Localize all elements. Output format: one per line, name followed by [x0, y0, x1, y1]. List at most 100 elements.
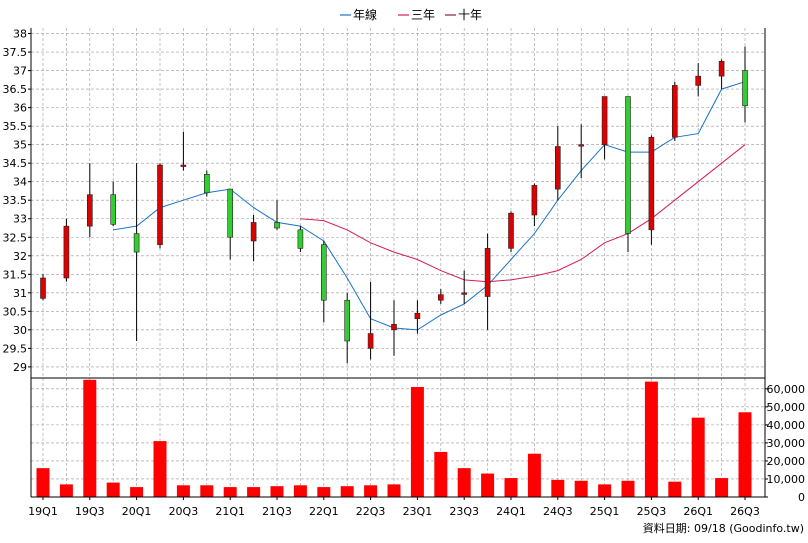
price-grid	[31, 28, 765, 378]
price-tick-label: 34	[13, 176, 27, 189]
candle-body	[40, 277, 46, 299]
volume-bar	[153, 441, 167, 497]
volume-tick-label: 20,000	[767, 455, 806, 468]
price-axis-labels: 29 29.5 30 30.5 31 31.5 32 32.5 33 33.5 34 34.5 35 35…	[3, 28, 31, 374]
candle-body	[437, 294, 444, 301]
candle-body	[87, 194, 93, 227]
volume-bar	[598, 484, 612, 497]
price-tick-label: 32	[13, 250, 27, 263]
volume-bar	[504, 478, 518, 497]
volume-tick-label: 0	[798, 491, 805, 504]
candle-body	[508, 212, 514, 249]
legend-label: 年線	[353, 7, 377, 22]
candle-body	[671, 85, 678, 138]
x-tick-label: 25Q1	[590, 505, 620, 518]
candle-body	[133, 233, 140, 253]
volume-bar	[457, 468, 471, 497]
x-tick-label: 20Q3	[169, 505, 199, 518]
x-tick-label: 26Q1	[683, 505, 713, 518]
volume-tick-label: 40,000	[767, 419, 806, 432]
volume-bar	[668, 481, 682, 497]
x-tick-label: 24Q1	[496, 505, 526, 518]
volume-tick-label: 50,000	[767, 401, 806, 414]
price-tick-label: 37.5	[3, 46, 28, 59]
series-line	[300, 144, 746, 283]
candle-body	[274, 222, 280, 229]
candle-body	[718, 61, 725, 77]
volume-bar	[387, 484, 401, 497]
x-tick-label: 22Q1	[309, 505, 339, 518]
volume-bar	[481, 473, 495, 497]
price-tick-label: 33.5	[3, 194, 28, 207]
candle-body	[414, 312, 421, 320]
price-tick-label: 32.5	[3, 231, 28, 244]
price-tick-label: 36.5	[3, 83, 28, 96]
candle-body	[227, 188, 233, 238]
price-tick-label: 31.5	[3, 268, 28, 281]
volume-bar	[83, 379, 97, 497]
volume-bar	[691, 417, 705, 497]
candle-body	[601, 96, 608, 145]
price-tick-label: 35.5	[3, 120, 28, 133]
volume-tick-label: 60,000	[767, 383, 806, 396]
x-tick-label: 23Q3	[449, 505, 479, 518]
candle-body	[204, 173, 210, 194]
volume-bar	[364, 485, 378, 497]
volume-bar	[551, 479, 565, 497]
candle-body	[695, 75, 702, 86]
candle-body	[625, 96, 631, 234]
price-tick-label: 37	[13, 65, 27, 78]
volume-bar	[317, 487, 331, 497]
series-line	[113, 81, 746, 331]
x-tick-label: 26Q3	[730, 505, 760, 518]
volume-bar	[106, 482, 120, 497]
volume-bar	[36, 468, 50, 497]
candle-body	[250, 222, 257, 242]
chart-frames	[30, 28, 766, 498]
x-tick-label: 21Q3	[262, 505, 292, 518]
x-tick-label: 19Q1	[28, 505, 58, 518]
candle-body	[531, 185, 538, 216]
candle-body	[742, 70, 748, 107]
volume-tick-label: 30,000	[767, 437, 806, 450]
candle-body	[63, 225, 70, 279]
candle-body	[554, 146, 561, 190]
volume-bar	[340, 486, 354, 497]
x-axis-labels: 19Q1 19Q3 20Q1 20Q3 21Q1 21Q3 22Q1 22Q3 23Q1 23Q3…	[28, 497, 760, 518]
price-tick-label: 36	[13, 102, 27, 115]
volume-bar	[247, 487, 261, 497]
price-tick-label: 35	[13, 139, 27, 152]
legend: 年線 三年 十年	[340, 7, 482, 22]
legend-label: 三年	[411, 8, 435, 22]
volume-bar	[644, 381, 658, 497]
candle-body	[578, 144, 585, 147]
candle-body	[180, 164, 187, 167]
candle-body	[157, 164, 163, 245]
price-tick-label: 34.5	[3, 157, 28, 170]
candlesticks	[40, 46, 748, 364]
x-tick-label: 24Q3	[543, 505, 573, 518]
data-date-label: 資料日期: 09/18 (Goodinfo.tw)	[643, 521, 804, 535]
volume-bar	[738, 412, 752, 497]
volume-bar	[130, 487, 144, 497]
x-tick-label: 25Q3	[637, 505, 667, 518]
volume-bar	[715, 478, 729, 497]
volume-bar	[527, 453, 541, 497]
volume-grid	[31, 378, 765, 497]
volume-bar	[574, 480, 588, 497]
x-tick-label: 22Q3	[356, 505, 386, 518]
price-tick-label: 30.5	[3, 305, 28, 318]
volume-bar	[176, 485, 190, 497]
volume-bar	[270, 486, 284, 497]
volume-axis-labels: 0 10,000 20,000 30,000 40,000 50,000 60,000	[765, 383, 805, 504]
price-tick-label: 38	[13, 28, 27, 41]
volume-bar	[410, 387, 424, 497]
volume-bar	[223, 487, 237, 497]
price-tick-label: 30	[13, 324, 27, 337]
volume-tick-label: 10,000	[767, 473, 806, 486]
price-tick-label: 31	[13, 287, 27, 300]
candle-body	[344, 299, 351, 342]
moving-average-lines	[113, 81, 746, 331]
volume-bar	[200, 485, 214, 497]
